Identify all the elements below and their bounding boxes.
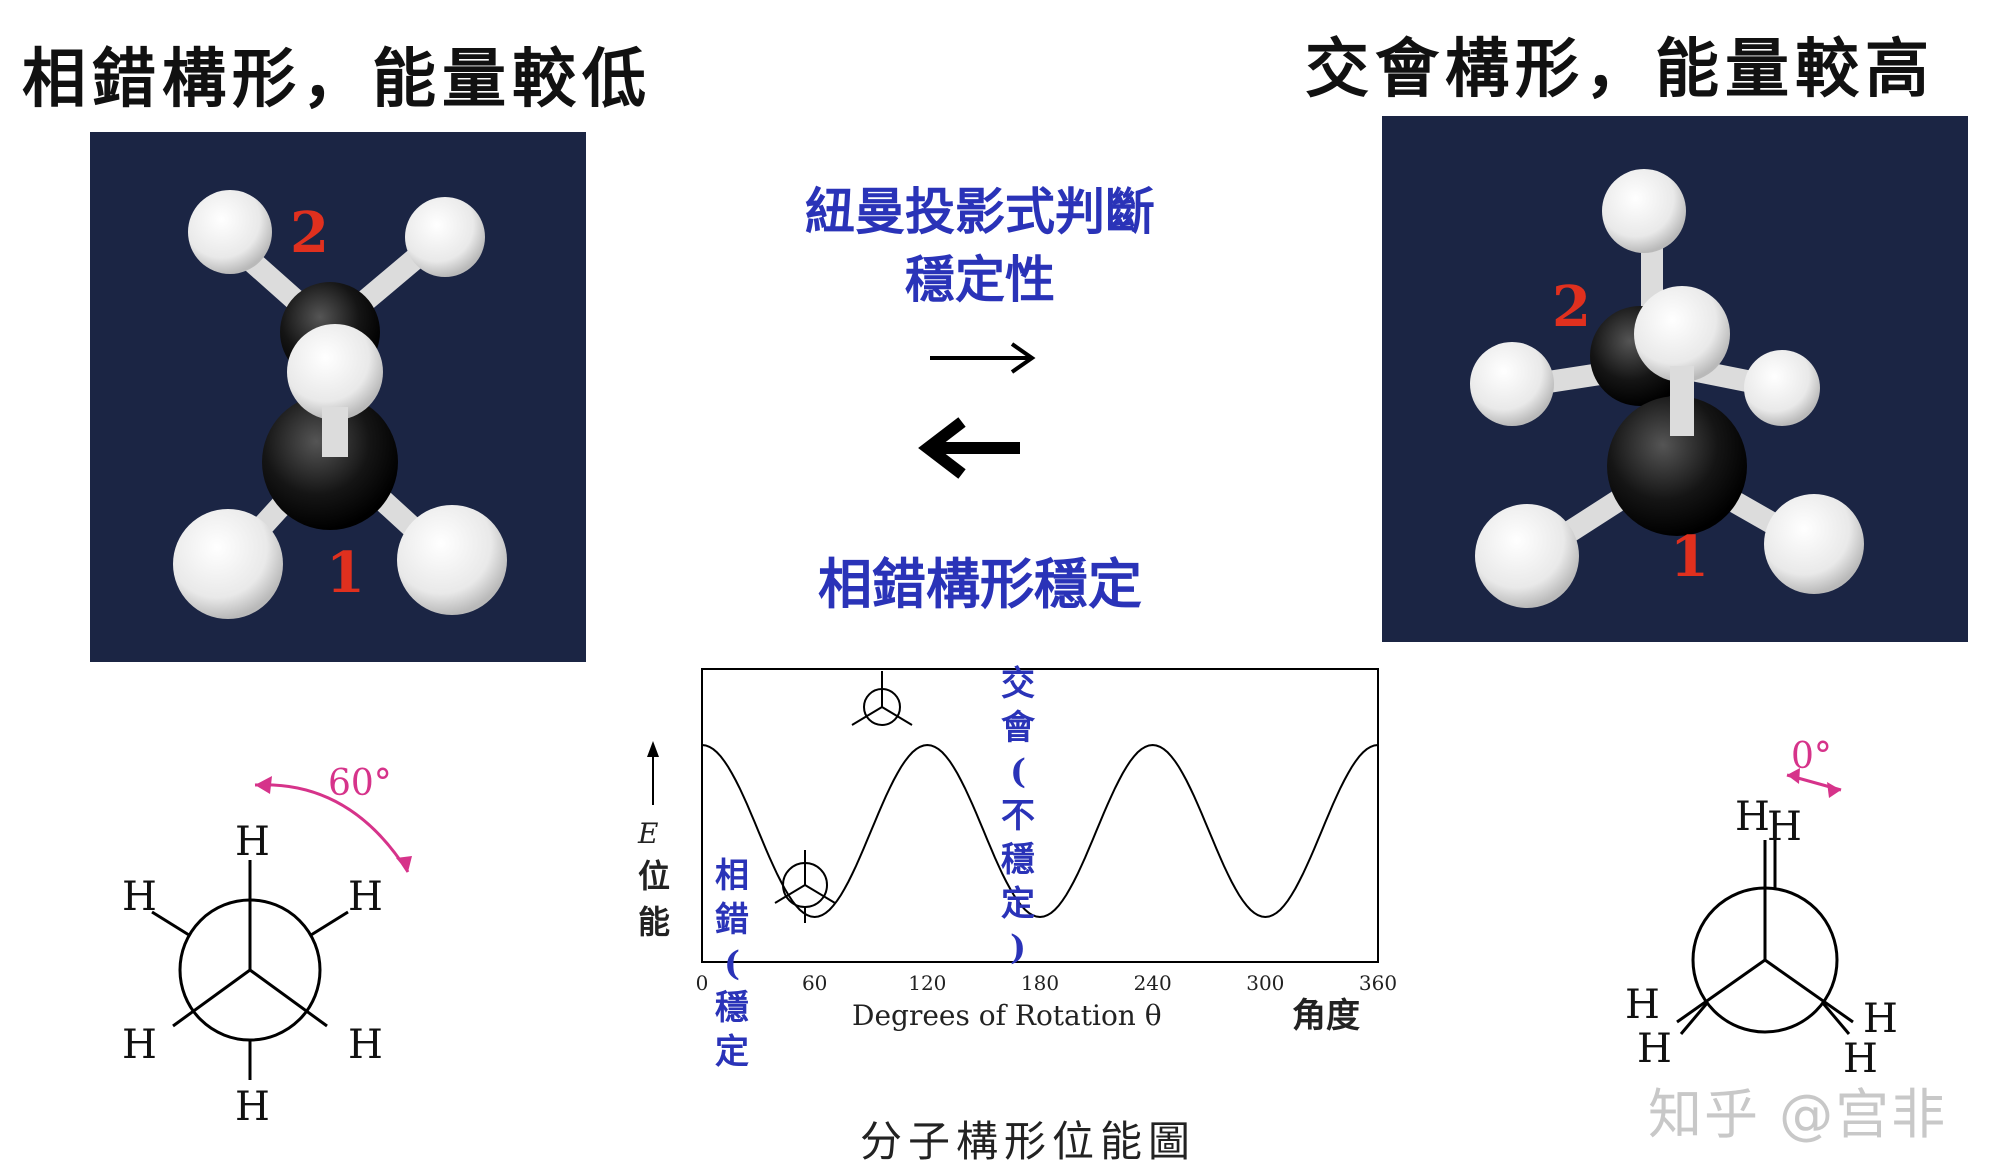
eclipsed-model-photo: 2 1 xyxy=(1382,116,1968,642)
svg-text:): ) xyxy=(1010,928,1026,968)
x-tick-label: 60 xyxy=(802,971,827,995)
x-extra-label: 角度 xyxy=(1292,996,1360,1036)
y-axis-label: 位能 xyxy=(638,857,670,941)
atom-h: H xyxy=(122,874,157,920)
svg-text:(: ( xyxy=(724,944,740,984)
svg-text:穩: 穩 xyxy=(1001,840,1035,880)
carbon-1-label-right: 1 xyxy=(1670,524,1709,590)
eclipsed-mini-newman xyxy=(851,671,913,726)
newman-staggered: 60° H H H H H H xyxy=(122,763,412,1130)
svg-text:錯: 錯 xyxy=(715,900,749,940)
atom-h: H xyxy=(235,1084,270,1130)
svg-text:交: 交 xyxy=(1001,664,1035,704)
atom-h: H xyxy=(348,1022,383,1068)
eclipsed-annotation: 交會(不穩定) xyxy=(1001,664,1036,968)
atom-h: H xyxy=(348,874,383,920)
left-title: 相錯構形，能量較低 xyxy=(22,42,652,117)
chart-caption: 分子構形位能圖 xyxy=(860,1117,1197,1166)
x-tick-label: 240 xyxy=(1134,971,1172,995)
newman-eclipsed: 0° H H H H H H xyxy=(1625,736,1898,1082)
atom-h: H xyxy=(235,819,270,865)
energy-chart: 0 60 120 180 240 300 360 E 位能 Degrees of Rotat… xyxy=(637,664,1397,1072)
svg-text:(: ( xyxy=(1010,752,1026,792)
atom-h: H xyxy=(1735,794,1770,840)
atom-h: H xyxy=(1637,1026,1672,1072)
newman-judge-line1: 紐曼投影式判斷 xyxy=(805,183,1155,241)
atom-h: H xyxy=(1767,804,1802,850)
angle-0-label: 0° xyxy=(1791,736,1832,777)
svg-text:定: 定 xyxy=(715,1032,749,1072)
svg-text:穩: 穩 xyxy=(715,988,749,1028)
svg-text:定: 定 xyxy=(1001,884,1035,924)
x-ticks: 0 60 120 180 240 300 360 xyxy=(696,971,1397,995)
atom-h: H xyxy=(1863,996,1898,1042)
x-tick-label: 120 xyxy=(908,971,946,995)
x-tick-label: 0 xyxy=(696,971,709,995)
x-tick-label: 360 xyxy=(1359,971,1397,995)
svg-text:會: 會 xyxy=(1001,708,1036,748)
staggered-stable-text: 相錯構形穩定 xyxy=(818,553,1142,616)
staggered-mini-newman xyxy=(774,850,836,923)
right-arrow xyxy=(930,342,1036,374)
carbon-1-label: 1 xyxy=(326,540,365,606)
svg-text:相: 相 xyxy=(715,856,749,896)
staggered-annotation: 相錯(穩定) xyxy=(715,856,749,1072)
y-axis-symbol: E xyxy=(637,817,658,850)
x-tick-label: 180 xyxy=(1021,971,1059,995)
angle-60-label: 60° xyxy=(328,763,392,804)
right-title: 交會構形，能量較高 xyxy=(1305,32,1935,107)
left-arrow xyxy=(918,417,1020,479)
newman-judge-line2: 穩定性 xyxy=(905,251,1055,309)
arrows xyxy=(918,342,1036,479)
atom-h: H xyxy=(122,1022,157,1068)
energy-curve xyxy=(701,743,1379,919)
newman-judge-text: 紐曼投影式判斷 穩定性 xyxy=(740,178,1220,314)
atom-h: H xyxy=(1843,1036,1878,1082)
x-tick-label: 300 xyxy=(1246,971,1284,995)
watermark: 知乎 @宫非 xyxy=(1648,1083,1948,1146)
atom-h: H xyxy=(1625,982,1660,1028)
staggered-model-photo: 2 1 xyxy=(90,132,586,662)
plot-frame xyxy=(701,668,1379,963)
svg-text:不: 不 xyxy=(1001,796,1035,836)
x-axis-label: Degrees of Rotation θ xyxy=(852,999,1162,1032)
carbon-2-label: 2 xyxy=(290,200,329,266)
carbon-2-label-right: 2 xyxy=(1552,274,1591,340)
